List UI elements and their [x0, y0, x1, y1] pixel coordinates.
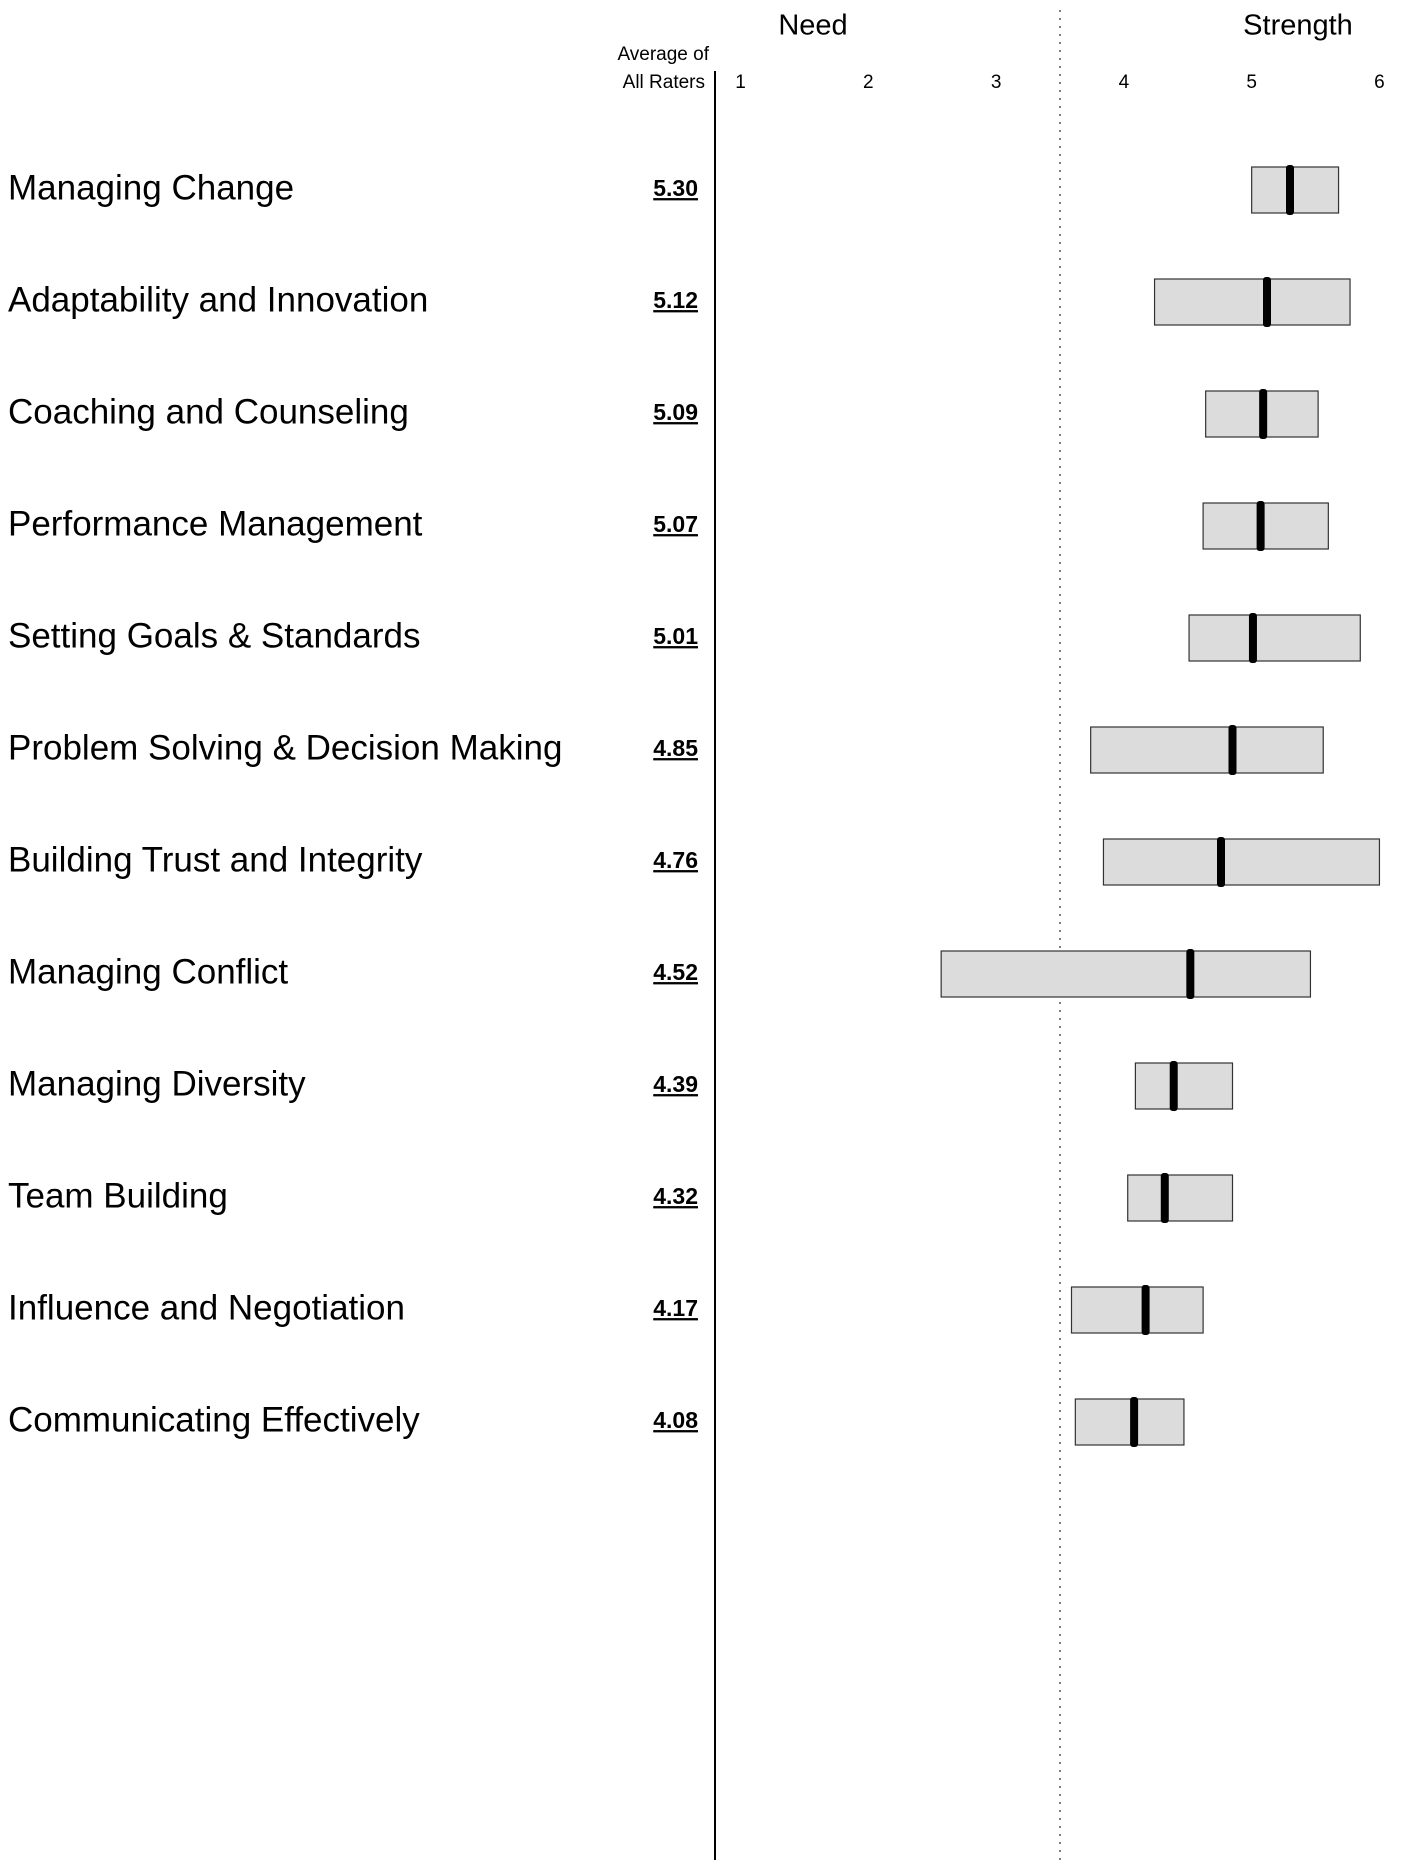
average-marker [1256, 501, 1265, 551]
x-tick-label: 5 [1246, 72, 1257, 93]
column-header: All Raters [623, 72, 705, 93]
average-marker [1248, 613, 1257, 663]
range-bar [1074, 1398, 1185, 1446]
range-bar [1102, 838, 1381, 886]
value-label: 4.08 [653, 1407, 698, 1433]
x-tick-label: 4 [1119, 72, 1130, 93]
x-tick-label: 2 [863, 72, 874, 93]
average-marker [1141, 1285, 1150, 1335]
value-label: 5.30 [653, 175, 698, 201]
range-bar [1070, 1286, 1204, 1334]
average-marker [1169, 1061, 1178, 1111]
range-bar [1251, 166, 1340, 214]
average-marker [1160, 1173, 1169, 1223]
region-label: Need [778, 10, 847, 42]
average-marker [1217, 837, 1225, 887]
average-marker [1130, 1397, 1139, 1447]
category-label: Managing Change [8, 168, 294, 207]
x-tick-label: 3 [991, 72, 1002, 93]
category-label: Performance Management [8, 504, 423, 543]
range-bar [1090, 726, 1324, 774]
average-marker [1286, 165, 1294, 215]
value-label: 4.39 [653, 1071, 698, 1097]
category-label: Coaching and Counseling [8, 392, 409, 431]
category-label: Communicating Effectively [8, 1400, 420, 1439]
range-bar [1134, 1062, 1234, 1110]
range-bar [1153, 278, 1351, 326]
category-label: Problem Solving & Decision Making [8, 728, 562, 767]
average-marker [1228, 725, 1237, 775]
category-label: Team Building [8, 1176, 228, 1215]
value-label: 5.09 [653, 399, 698, 425]
value-label: 5.01 [653, 623, 698, 649]
category-label: Managing Conflict [8, 952, 288, 991]
value-label: 4.76 [653, 847, 698, 873]
value-label: 4.17 [653, 1295, 698, 1321]
category-label: Managing Diversity [8, 1064, 306, 1103]
average-marker [1259, 389, 1268, 439]
range-bar [1202, 502, 1329, 550]
region-label: Strength [1243, 10, 1353, 42]
average-marker [1186, 949, 1195, 999]
range-bar [940, 950, 1312, 998]
category-label: Setting Goals & Standards [8, 616, 420, 655]
x-tick-label: 6 [1374, 72, 1385, 93]
category-label: Building Trust and Integrity [8, 840, 423, 879]
x-tick-label: 1 [735, 72, 746, 93]
value-label: 4.52 [653, 959, 698, 985]
average-marker [1263, 277, 1271, 327]
column-header: Average of [617, 44, 709, 65]
category-label: Influence and Negotiation [8, 1288, 405, 1327]
value-label: 5.12 [653, 287, 698, 313]
category-label: Adaptability and Innovation [8, 280, 428, 319]
value-label: 4.85 [653, 735, 698, 761]
range-bar [1127, 1174, 1234, 1222]
range-bar [1188, 614, 1361, 662]
value-label: 4.32 [653, 1183, 698, 1209]
value-label: 5.07 [653, 511, 698, 537]
